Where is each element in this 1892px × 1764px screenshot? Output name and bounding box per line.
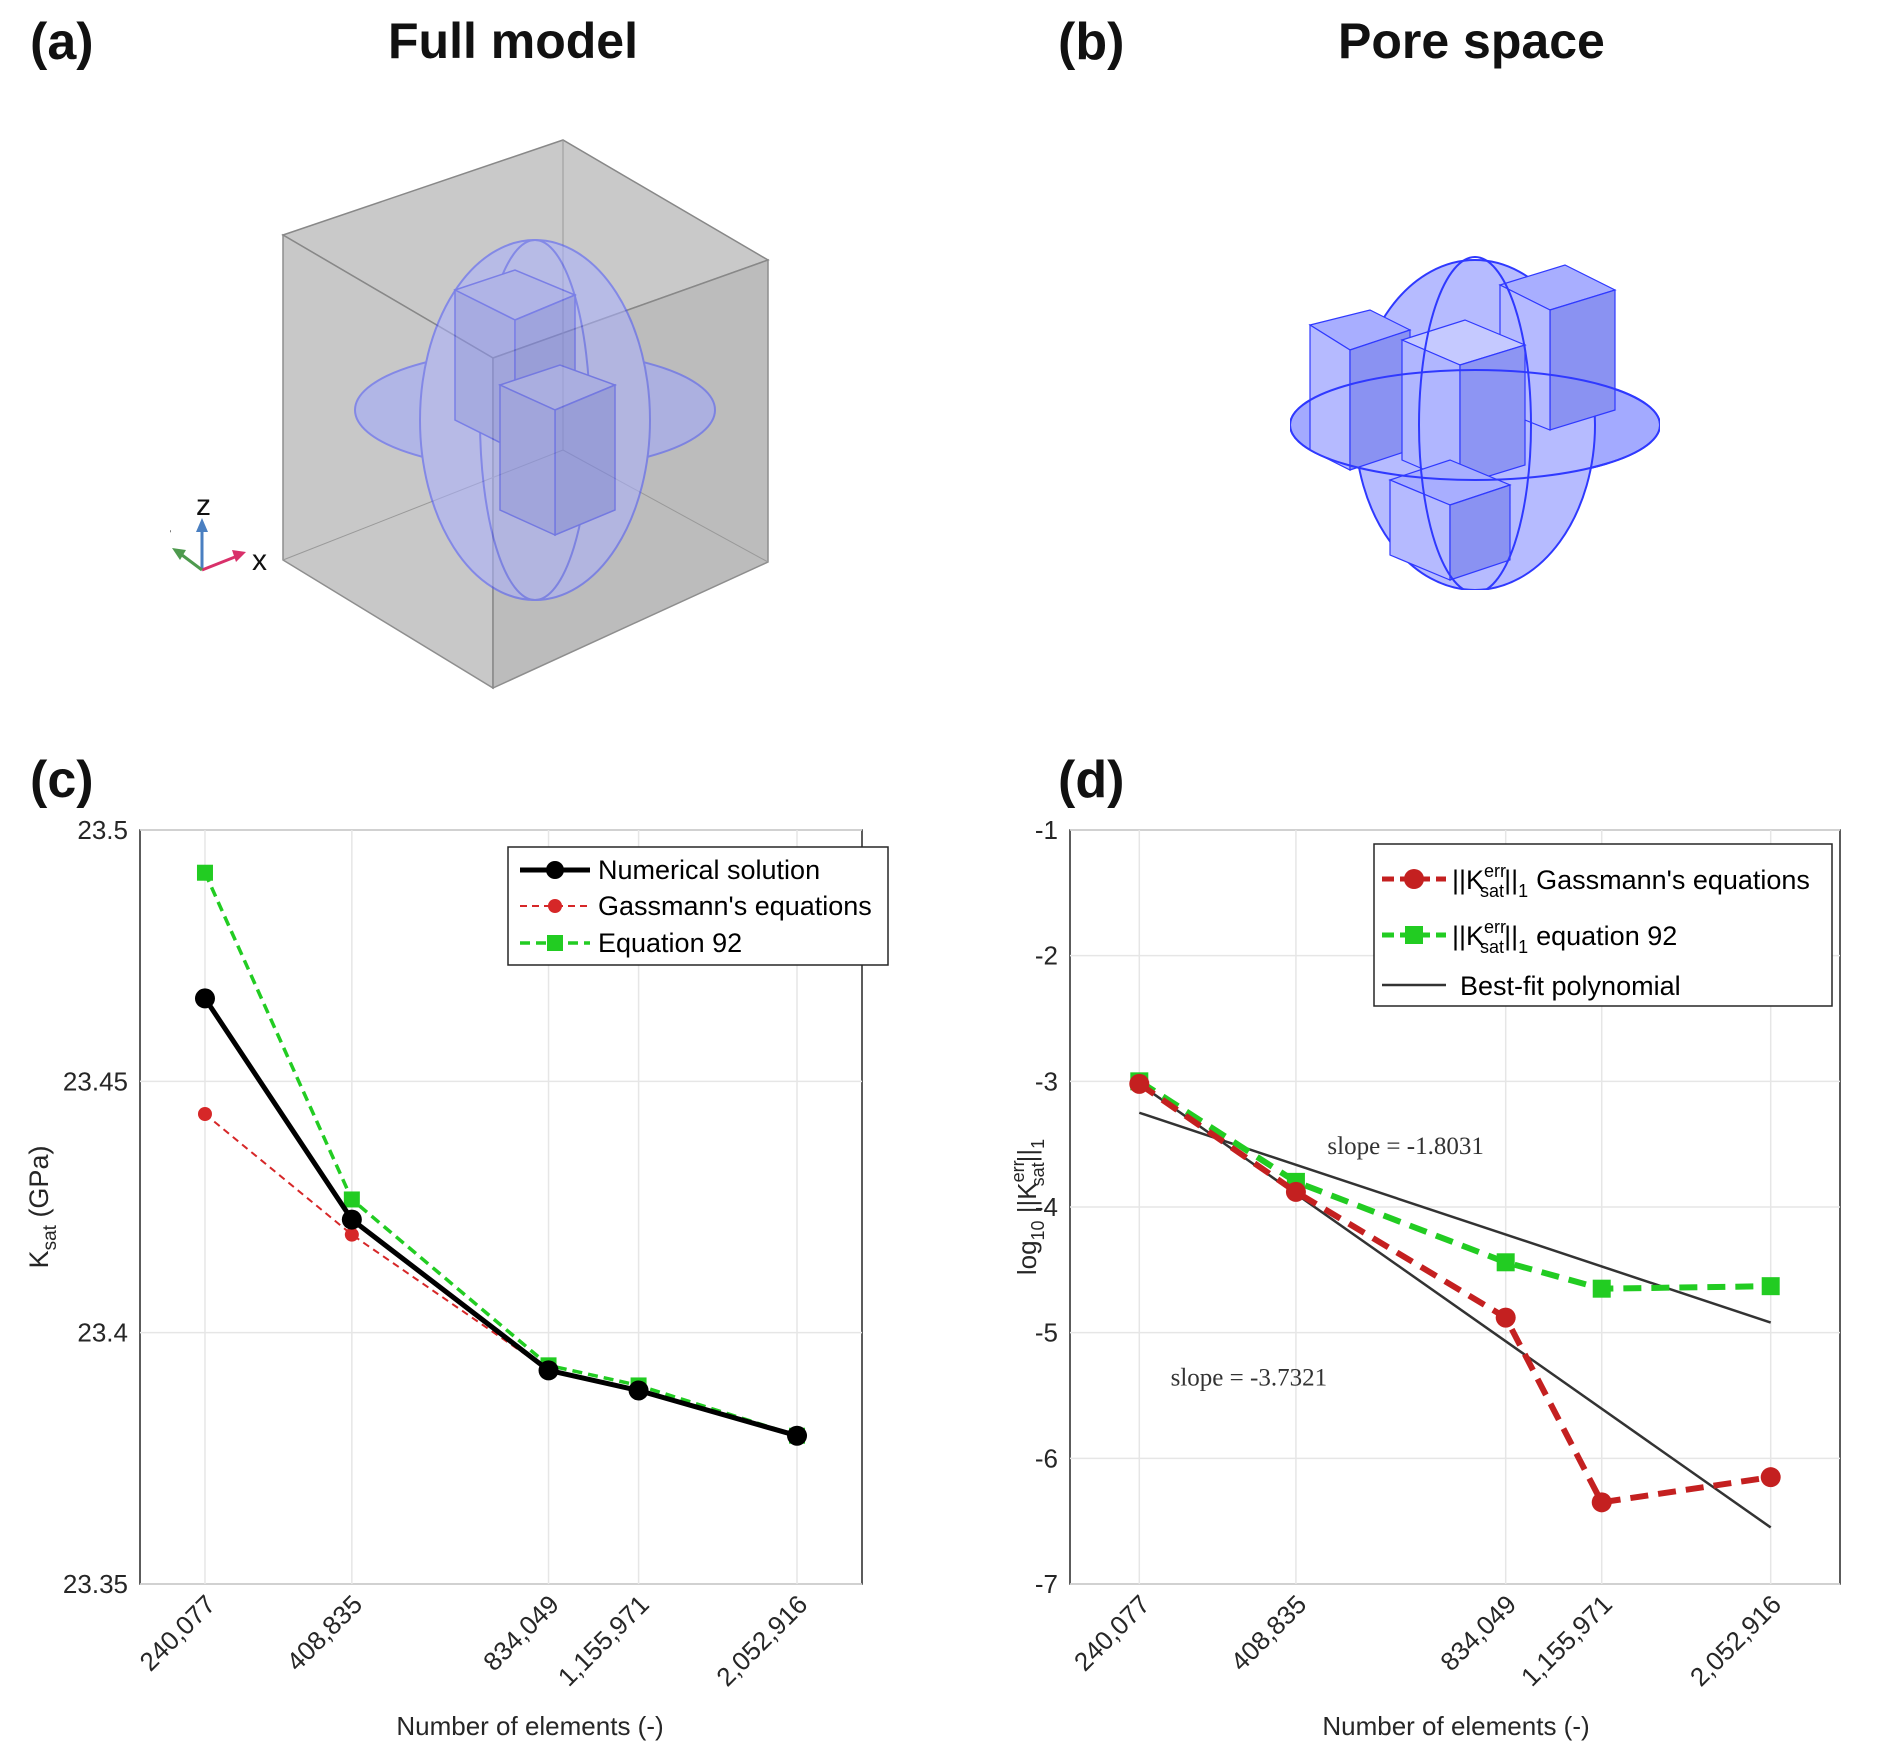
- pore-structure: [354, 239, 716, 601]
- panel-c-label: (c): [30, 751, 94, 809]
- legend-numerical: Numerical solution: [598, 855, 820, 885]
- y-tick-label: 23.35: [63, 1569, 128, 1599]
- series-point-0: [1495, 1307, 1516, 1328]
- series-point-0: [1129, 1073, 1150, 1094]
- x-tick-label: 834,049: [1434, 1589, 1522, 1677]
- axis-x-label: x: [252, 544, 267, 577]
- panel-d-label: (d): [1058, 751, 1125, 809]
- y-tick-label: 23.45: [63, 1066, 128, 1096]
- axis-z-label: z: [196, 489, 211, 522]
- slope-annotation-1: slope = -1.8031: [1327, 1133, 1483, 1160]
- panel-a-label: (a): [30, 13, 94, 71]
- series-point-1: [1592, 1279, 1611, 1298]
- x-tick-label: 408,835: [280, 1589, 368, 1677]
- panel-a-title: Full model: [388, 13, 638, 69]
- y-tick-label: -3: [1035, 1066, 1058, 1096]
- full-model-illustration: z x y: [170, 139, 770, 690]
- series-point-0: [538, 1360, 559, 1381]
- chart-c-ylabel: Ksat (GPa): [24, 1146, 61, 1269]
- chart-c-series: [194, 864, 808, 1446]
- y-tick-label: -7: [1035, 1569, 1058, 1599]
- pore-structure-solid: [1290, 256, 1660, 590]
- series-point-0: [1285, 1181, 1306, 1202]
- series-point-2: [196, 864, 213, 881]
- slope-annotation-2: slope = -3.7321: [1171, 1364, 1327, 1391]
- y-tick-label: 23.4: [77, 1318, 128, 1348]
- chart-d-legend: ||Kerr sat||1 Gassmann's equations ||Kerr s…: [1373, 843, 1833, 1007]
- legend-eq92: Equation 92: [598, 928, 742, 958]
- legend-gassmann: Gassmann's equations: [598, 891, 872, 921]
- chart-d-yticks: -7 -6 -5 -4 -3 -2 -1: [1035, 815, 1058, 1599]
- series-point-0: [628, 1380, 649, 1401]
- series-line-1: [1137, 1078, 1771, 1292]
- y-tick-label: -1: [1035, 815, 1058, 845]
- chart-c-legend: Numerical solution Gassmann's equations …: [507, 846, 889, 966]
- y-tick-label: 23.5: [77, 815, 128, 845]
- svg-text:Ksat (GPa): Ksat (GPa): [24, 1146, 61, 1269]
- chart-d-series: [1129, 1072, 1781, 1513]
- x-tick-label: 1,155,971: [1515, 1589, 1618, 1692]
- legend-d-gassmann: ||Kerr sat||1 Gassmann's equations: [1452, 861, 1810, 901]
- chart-d: -7 -6 -5 -4 -3 -2 -1 240,077 408,835 834,0491,15…: [1008, 815, 1841, 1741]
- panel-b-title: Pore space: [1338, 13, 1605, 69]
- x-tick-label: 2,052,916: [1684, 1589, 1787, 1692]
- chart-c: 23.35 23.4 23.45 23.5 240,077 408,835 834,049…: [24, 815, 889, 1741]
- axis-y-label: y: [170, 520, 171, 553]
- panel-b-label: (b): [1058, 13, 1125, 71]
- legend-d-fit: Best-fit polynomial: [1460, 971, 1681, 1001]
- pore-space-illustration: [1290, 256, 1660, 590]
- series-point-0: [194, 988, 215, 1009]
- y-tick-label: -4: [1035, 1192, 1058, 1222]
- series-point-0: [787, 1425, 808, 1446]
- svg-text:log10 ||Kerrsat||1: log10 ||Kerrsat||1: [1008, 1139, 1048, 1275]
- series-point-1: [1496, 1253, 1515, 1272]
- chart-d-ylabel: log10 ||Kerrsat||1: [1008, 1139, 1048, 1275]
- x-tick-label: 1,155,971: [552, 1589, 655, 1692]
- x-tick-label: 408,835: [1224, 1589, 1312, 1677]
- chart-d-xlabel: Number of elements (-): [1322, 1711, 1589, 1741]
- series-point-0: [1760, 1467, 1781, 1488]
- y-tick-label: -2: [1035, 941, 1058, 971]
- series-point-2: [343, 1191, 360, 1208]
- x-tick-label: 240,077: [134, 1589, 222, 1677]
- series-point-1: [1761, 1277, 1780, 1296]
- y-tick-label: -5: [1035, 1318, 1058, 1348]
- y-tick-label: -6: [1035, 1443, 1058, 1473]
- chart-c-xlabel: Number of elements (-): [396, 1711, 663, 1741]
- axes-triad: z x y: [170, 489, 267, 577]
- chart-c-yticks: 23.35 23.4 23.45 23.5: [63, 815, 128, 1599]
- x-tick-label: 240,077: [1068, 1589, 1156, 1677]
- x-tick-label: 834,049: [477, 1589, 565, 1677]
- series-point-1: [344, 1227, 359, 1242]
- chart-d-annotations: slope = -1.8031 slope = -3.7321: [1171, 1133, 1484, 1391]
- series-point-0: [341, 1209, 362, 1230]
- legend-d-eq92: ||Kerr sat||1 equation 92: [1452, 917, 1677, 957]
- series-point-1: [197, 1107, 212, 1122]
- x-tick-label: 2,052,916: [710, 1589, 813, 1692]
- series-point-0: [1591, 1492, 1612, 1513]
